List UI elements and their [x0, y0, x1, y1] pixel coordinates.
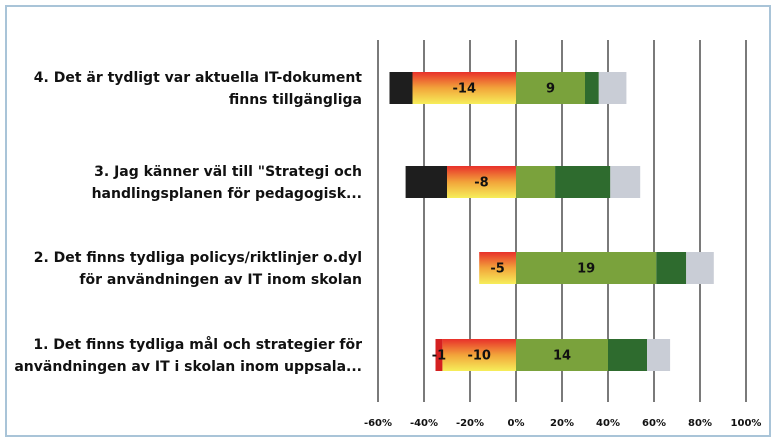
data-label: -14: [453, 82, 477, 97]
bar-segment: [610, 166, 641, 198]
x-tick-label: 0%: [508, 418, 525, 429]
data-label: 19: [577, 262, 595, 277]
bar-segment: [447, 166, 516, 198]
bar-segment: [516, 72, 585, 104]
bar-segment: [516, 252, 657, 284]
bar-segment: [608, 339, 648, 371]
category-label: användningen av IT i skolan inom uppsala…: [14, 359, 362, 375]
x-tick-label: 80%: [688, 418, 712, 429]
bar-segment: [435, 339, 443, 371]
bar-segment: [516, 339, 608, 371]
category-label: 1. Det finns tydliga mål och strategier …: [33, 336, 362, 353]
x-tick-label: -20%: [456, 418, 484, 429]
bar-segment: [479, 252, 516, 284]
data-label: -10: [467, 349, 491, 364]
data-label: 14: [553, 349, 571, 364]
bar-segment: [656, 252, 687, 284]
bar-segment: [647, 339, 671, 371]
bar-segment: [516, 166, 556, 198]
bar-segment: [555, 166, 611, 198]
x-tick-label: 40%: [596, 418, 620, 429]
x-tick-label: -60%: [364, 418, 392, 429]
category-label: handlingsplanen för pedagogisk...: [92, 186, 362, 202]
x-tick-label: 100%: [731, 418, 762, 429]
category-label: finns tillgängliga: [229, 92, 362, 108]
bar-segment: [585, 72, 599, 104]
category-label: 2. Det finns tydliga policys/riktlinjer …: [34, 250, 362, 266]
category-label: för användningen av IT inom skolan: [79, 272, 362, 288]
bar-segment: [405, 166, 447, 198]
data-label: 9: [546, 82, 555, 97]
x-tick-label: 20%: [550, 418, 574, 429]
category-label: 3. Jag känner väl till "Strategi och: [94, 164, 362, 180]
data-label: -8: [474, 176, 488, 191]
category-label: 4. Det är tydligt var aktuella IT-dokume…: [34, 70, 363, 86]
bar-segment: [598, 72, 627, 104]
bar-segment: [442, 339, 516, 371]
x-tick-label: 60%: [642, 418, 666, 429]
data-label: -1: [432, 349, 446, 364]
bar-segment: [412, 72, 516, 104]
bar-segment: [686, 252, 714, 284]
x-tick-label: -40%: [410, 418, 438, 429]
data-label: -5: [490, 262, 504, 277]
bar-segment: [389, 72, 413, 104]
